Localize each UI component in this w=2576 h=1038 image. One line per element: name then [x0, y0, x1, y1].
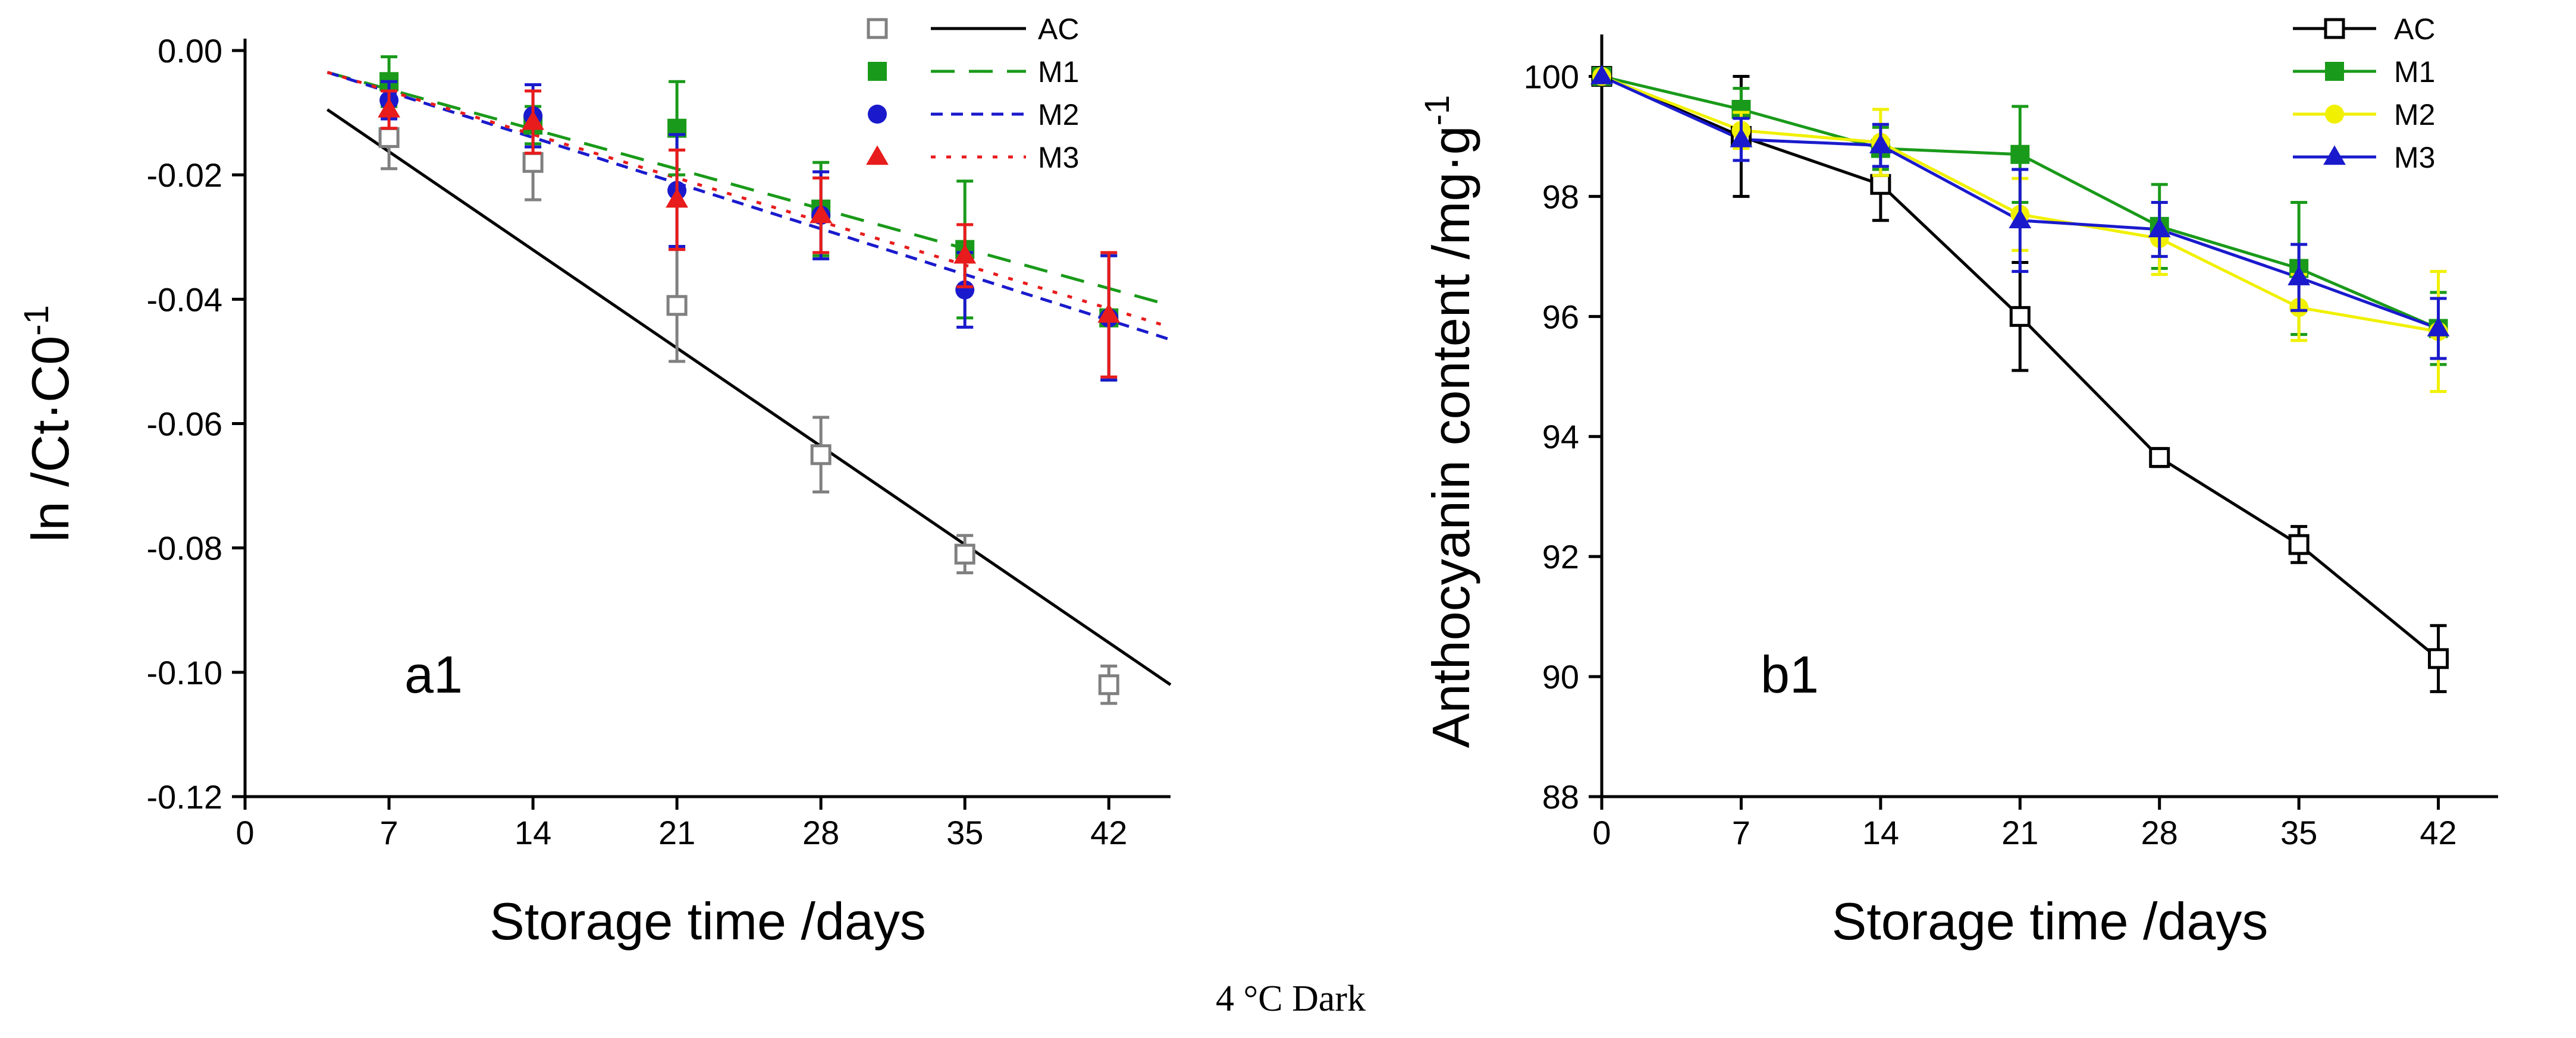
y-tick-label: 94 [1542, 418, 1579, 455]
y-tick-label: 90 [1542, 658, 1579, 696]
data-point-ac [2288, 534, 2310, 555]
data-point-m3 [666, 188, 689, 208]
legend-marker [2325, 105, 2344, 124]
data-point-ac [810, 444, 832, 465]
legend-marker [2325, 62, 2344, 81]
chart-panel-b1: 0 7 14 21 28 35 42 88 90 92 94 96 98 100 Storage time … [1418, 12, 2498, 951]
x-tick-label: 42 [1090, 814, 1127, 851]
legend-label: AC [1038, 12, 1079, 46]
x-tick-label: 0 [236, 814, 254, 851]
x-tick-label: 42 [2420, 814, 2456, 851]
data-point-m3 [1869, 134, 1892, 153]
data-point-m3 [2288, 266, 2311, 285]
data-point-m3 [953, 244, 977, 264]
y-tick-label: -0.08 [146, 530, 222, 567]
data-point-ac [1870, 174, 1891, 195]
data-point-ac [2149, 447, 2170, 468]
y-axis-title: ln /Ct·C0-1 [17, 305, 80, 542]
y-tick-label: -0.06 [146, 405, 222, 443]
data-point-ac [522, 152, 544, 173]
x-tick-label: 35 [946, 814, 983, 851]
legend-marker [866, 145, 889, 165]
data-point-m3 [809, 203, 833, 224]
chart-panel-a1: 0 7 14 21 28 35 42 0.00 -0.02 -0.04 -0.06 -0.08 -0.1… [17, 12, 1172, 951]
y-tick-label: -0.12 [146, 778, 222, 816]
data-point-m1 [2010, 144, 2030, 164]
x-tick-label: 35 [2280, 814, 2317, 851]
data-point-m3 [1730, 127, 1753, 147]
y-axis-title-superscript: -1 [1418, 95, 1457, 126]
legend-marker [2323, 145, 2346, 165]
y-axis-title-text: ln /Ct·C0 [21, 336, 80, 542]
fit-line-m1 [327, 71, 1171, 307]
legend-label: M1 [2394, 55, 2435, 89]
x-tick-label: 7 [379, 814, 398, 851]
y-tick-label: -0.04 [146, 281, 222, 318]
x-tick-label: 7 [1732, 814, 1750, 851]
legend-marker [868, 105, 887, 124]
data-point-ac [2009, 306, 2031, 327]
panel-label: a1 [404, 645, 463, 704]
data-point-m3 [378, 97, 400, 118]
y-axis-title-superscript: -1 [17, 305, 56, 336]
legend-label: M1 [1038, 55, 1079, 89]
data-point-m2 [955, 280, 975, 300]
data-point-ac [954, 543, 975, 565]
data-point-ac [666, 295, 688, 316]
y-tick-label: 98 [1542, 178, 1579, 215]
fit-line-ac [326, 108, 1172, 686]
x-axis-title: Storage time /days [490, 892, 926, 951]
y-tick-label: -0.02 [146, 156, 222, 194]
y-axis-title: Anthocyanin content /mg·g-1 [1418, 95, 1480, 748]
x-tick-label: 28 [2141, 814, 2178, 851]
legend-label: M2 [2394, 98, 2435, 131]
data-point-m3 [1590, 64, 1613, 84]
legend-marker [867, 18, 888, 39]
x-tick-label: 14 [514, 814, 551, 851]
legend-label: M3 [1038, 141, 1079, 174]
panel-label: b1 [1761, 645, 1819, 704]
data-point-m3 [522, 110, 544, 130]
y-tick-label: 92 [1542, 538, 1579, 575]
x-tick-label: 0 [1592, 814, 1611, 851]
x-tick-label: 14 [1862, 814, 1899, 851]
fit-line-m2 [327, 71, 1171, 341]
x-axis-title: Storage time /days [1832, 892, 2268, 951]
data-point-m3 [2148, 218, 2171, 238]
x-tick-label: 21 [2001, 814, 2038, 851]
y-tick-label: 88 [1542, 778, 1579, 816]
y-tick-label: 100 [1524, 58, 1579, 95]
legend-marker [868, 62, 887, 81]
legend-label: M3 [2394, 141, 2435, 174]
data-point-m3 [1097, 303, 1121, 323]
y-tick-label: 96 [1542, 298, 1579, 335]
x-tick-label: 28 [802, 814, 839, 851]
data-point-ac [2428, 648, 2449, 669]
y-tick-label: -0.10 [146, 654, 222, 691]
y-axis-title-text: Anthocyanin content /mg·g [1422, 125, 1480, 748]
legend-label: M2 [1038, 98, 1079, 131]
data-point-ac [1098, 674, 1119, 696]
legend-marker [2324, 18, 2345, 39]
y-tick-label: 0.00 [158, 32, 222, 70]
x-tick-label: 21 [658, 814, 695, 851]
figure-caption: 4 °C Dark [1216, 979, 1366, 1019]
data-point-m3 [2009, 209, 2032, 229]
data-point-ac [378, 127, 400, 148]
data-point-m3 [2427, 316, 2450, 336]
legend-label: AC [2394, 12, 2435, 46]
